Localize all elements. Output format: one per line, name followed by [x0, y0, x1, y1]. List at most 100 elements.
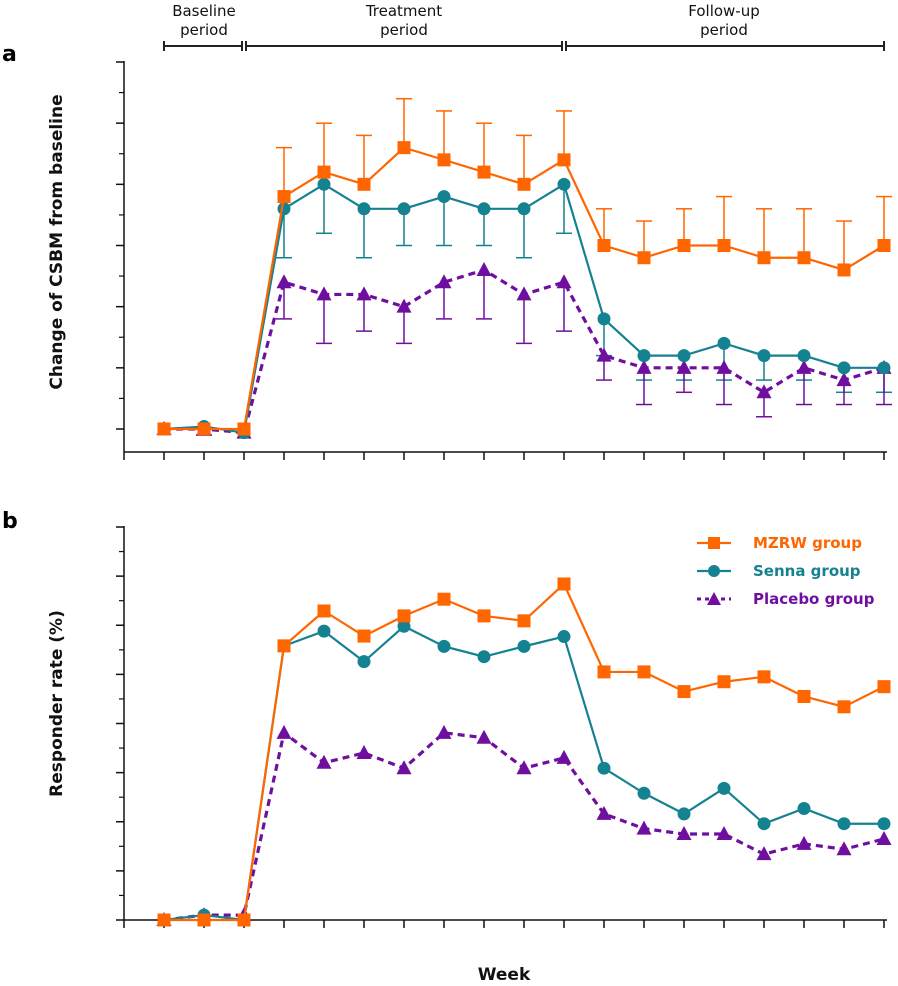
data-point-placebo	[636, 359, 652, 374]
data-point-placebo	[796, 359, 812, 374]
data-point-mzrw	[597, 239, 611, 252]
data-point-mzrw	[477, 609, 491, 623]
data-point-placebo	[276, 274, 292, 289]
data-point-mzrw	[637, 665, 651, 679]
data-point-senna	[477, 202, 491, 216]
legend-marker-circle	[708, 565, 720, 577]
data-point-mzrw	[437, 153, 451, 167]
data-point-senna	[437, 639, 451, 653]
legend-marker-square	[708, 537, 720, 549]
panel-label-b: b	[2, 509, 18, 534]
data-point-senna	[837, 817, 851, 831]
data-point-senna	[757, 817, 771, 831]
legend-label-placebo: Placebo group	[753, 590, 875, 608]
data-point-senna	[877, 817, 891, 831]
data-point-senna	[637, 786, 651, 800]
data-point-mzrw	[677, 685, 691, 699]
data-point-senna	[317, 177, 331, 191]
data-point-placebo	[756, 846, 772, 861]
legend-marker-triangle	[707, 592, 721, 605]
data-point-mzrw	[317, 165, 331, 179]
data-point-mzrw	[757, 251, 771, 265]
data-point-mzrw	[717, 239, 731, 252]
legend-label-mzrw: MZRW group	[753, 534, 862, 552]
data-point-mzrw	[517, 614, 531, 628]
data-point-mzrw	[797, 689, 811, 703]
data-point-senna	[477, 650, 491, 664]
data-point-placebo	[636, 820, 652, 835]
data-point-placebo	[556, 274, 572, 289]
data-point-mzrw	[837, 263, 851, 277]
legend: MZRW group Senna group Placebo group	[697, 534, 875, 608]
panel-a-chart: Change of CSBM from baseline	[47, 61, 892, 460]
period-label-followup-line2: period	[700, 21, 748, 39]
data-point-senna	[597, 761, 611, 775]
data-point-mzrw	[717, 675, 731, 689]
data-point-mzrw	[157, 422, 171, 436]
data-point-placebo	[356, 286, 372, 301]
data-point-mzrw	[357, 629, 371, 643]
data-point-senna	[397, 619, 411, 633]
data-point-mzrw	[397, 141, 411, 155]
data-point-mzrw	[677, 239, 691, 252]
data-point-placebo	[276, 724, 292, 739]
data-point-placebo	[876, 830, 892, 845]
data-point-placebo	[476, 261, 492, 276]
data-point-mzrw	[877, 680, 891, 694]
y-axis-title-b: Responder rate (%)	[47, 610, 67, 797]
data-point-senna	[757, 349, 771, 363]
data-point-placebo	[676, 359, 692, 374]
period-label-treatment-line1: Treatment	[365, 2, 442, 20]
data-point-senna	[357, 202, 371, 216]
data-point-mzrw	[877, 239, 891, 252]
data-point-mzrw	[197, 913, 211, 927]
data-point-mzrw	[437, 592, 451, 606]
legend-label-senna: Senna group	[753, 562, 861, 580]
data-point-placebo	[836, 372, 852, 387]
data-point-senna	[397, 202, 411, 216]
panel-b-chart: Responder rate (%) Week	[47, 526, 892, 985]
data-point-senna	[637, 349, 651, 363]
data-point-senna	[797, 801, 811, 815]
data-point-placebo	[316, 286, 332, 301]
y-axis-title-a: Change of CSBM from baseline	[47, 94, 67, 389]
data-point-mzrw	[397, 609, 411, 623]
data-point-senna	[677, 807, 691, 821]
x-axis-title-b: Week	[478, 965, 531, 985]
data-point-mzrw	[517, 177, 531, 191]
data-point-senna	[517, 639, 531, 653]
data-point-mzrw	[317, 604, 331, 618]
data-point-placebo	[316, 754, 332, 769]
data-point-senna	[277, 202, 291, 216]
period-label-baseline-line1: Baseline	[172, 2, 236, 20]
data-point-placebo	[436, 274, 452, 289]
data-point-senna	[597, 312, 611, 326]
data-point-placebo	[676, 826, 692, 841]
data-point-senna	[837, 361, 851, 375]
data-point-mzrw	[197, 422, 211, 436]
data-point-senna	[557, 630, 571, 644]
data-point-senna	[317, 624, 331, 638]
data-point-mzrw	[357, 177, 371, 191]
data-point-mzrw	[277, 190, 291, 204]
data-point-placebo	[436, 724, 452, 739]
data-point-placebo	[396, 760, 412, 775]
data-point-mzrw	[157, 913, 171, 927]
data-point-senna	[717, 336, 731, 350]
data-point-mzrw	[757, 670, 771, 684]
period-label-baseline-line2: period	[180, 21, 228, 39]
data-point-senna	[717, 781, 731, 795]
data-point-mzrw	[637, 251, 651, 265]
data-point-senna	[517, 202, 531, 216]
legend-item-senna: Senna group	[697, 562, 861, 580]
period-label-treatment-line2: period	[380, 21, 428, 39]
legend-item-placebo: Placebo group	[697, 590, 875, 608]
data-point-placebo	[796, 835, 812, 850]
data-point-mzrw	[237, 913, 251, 927]
data-point-placebo	[756, 384, 772, 399]
data-point-placebo	[476, 729, 492, 744]
data-point-senna	[357, 655, 371, 669]
data-point-mzrw	[557, 577, 571, 591]
data-point-senna	[557, 177, 571, 191]
